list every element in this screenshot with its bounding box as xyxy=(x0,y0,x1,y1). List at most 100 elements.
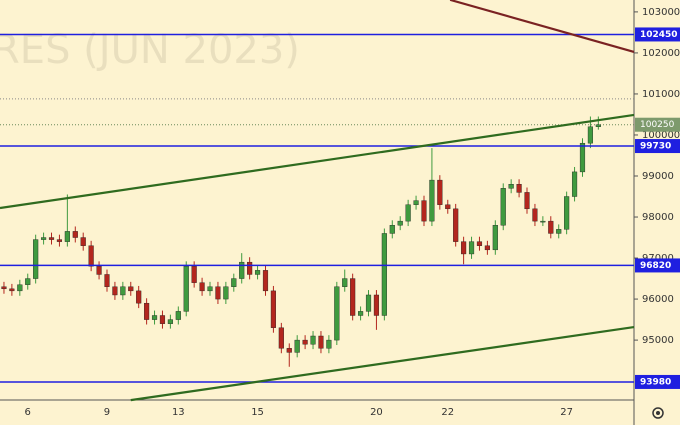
candle-body xyxy=(548,220,554,234)
candle-body xyxy=(247,261,253,275)
x-tick-label: 9 xyxy=(104,407,110,418)
candle-body xyxy=(579,142,586,173)
candle-body xyxy=(500,188,506,226)
candle-body xyxy=(1,286,7,290)
x-tick-label: 13 xyxy=(172,407,185,418)
candle-body xyxy=(342,278,348,287)
x-tick-label: 22 xyxy=(441,407,454,418)
last-price-box xyxy=(635,117,680,132)
y-tick-label: 103000 xyxy=(642,7,680,18)
candle-body xyxy=(270,290,276,328)
candle-body xyxy=(120,286,126,296)
gear[interactable] xyxy=(652,407,664,419)
last-price-label: 100250 xyxy=(640,120,675,130)
candle-body xyxy=(278,327,284,349)
candle-body xyxy=(373,294,380,316)
level-label: 99730 xyxy=(640,142,671,152)
candle-body xyxy=(524,192,530,210)
candle-body xyxy=(421,200,427,222)
candle-body xyxy=(381,233,387,316)
candle-body xyxy=(64,231,70,242)
candle-body xyxy=(17,284,23,292)
candle-body xyxy=(516,184,522,193)
candle-body xyxy=(334,286,340,341)
candle-body xyxy=(104,274,110,287)
candle-body xyxy=(254,270,261,275)
candle-body xyxy=(25,278,31,285)
candle-body xyxy=(350,278,356,316)
candle-body xyxy=(445,204,451,210)
candle-body xyxy=(468,241,475,255)
candle-body xyxy=(571,171,578,197)
candle-body xyxy=(112,286,118,296)
candle-body xyxy=(484,245,490,251)
trend-line xyxy=(449,0,635,53)
y-tick-label: 98000 xyxy=(642,212,674,223)
candle-body xyxy=(9,288,15,292)
level-label-box xyxy=(635,139,680,154)
plot-area xyxy=(0,0,635,402)
settings-icon[interactable] xyxy=(652,407,664,419)
candle-body xyxy=(207,286,213,292)
candle-body xyxy=(191,266,197,283)
candle-body xyxy=(48,237,55,240)
candle-body xyxy=(96,266,102,275)
level-label-box xyxy=(635,258,680,273)
level-label-box xyxy=(635,374,680,389)
candle-body xyxy=(199,282,205,292)
candle-body xyxy=(532,208,538,222)
candle-body xyxy=(437,179,443,205)
candle-body xyxy=(302,339,308,345)
candle-body xyxy=(326,339,332,349)
candle-body xyxy=(389,225,395,234)
level-label-box xyxy=(635,27,680,42)
candle-body xyxy=(128,286,134,292)
x-tick-label: 27 xyxy=(560,407,573,418)
candle-body xyxy=(508,184,514,189)
candle-body xyxy=(413,200,419,205)
candle-body xyxy=(453,208,459,242)
y-tick-label: 101000 xyxy=(642,89,680,100)
candle-body xyxy=(286,348,292,353)
candle-body xyxy=(595,124,601,127)
trend-line xyxy=(0,113,635,210)
y-tick-label: 95000 xyxy=(642,335,674,346)
candle-body xyxy=(41,237,47,240)
candle-body xyxy=(310,335,316,345)
candle-body xyxy=(318,335,324,349)
candle-body xyxy=(540,220,546,223)
x-tick-label: 15 xyxy=(251,407,264,418)
y-tick-label: 96000 xyxy=(642,294,674,305)
candle-body xyxy=(294,339,300,353)
candle-body xyxy=(80,237,86,246)
candle-body xyxy=(564,196,570,230)
candle-body xyxy=(262,270,269,292)
candle-body xyxy=(183,266,189,312)
candle-body xyxy=(151,315,158,320)
candle-body xyxy=(33,239,39,279)
candle-body xyxy=(429,179,435,222)
y-tick-label: 99000 xyxy=(642,171,674,182)
candle-body xyxy=(231,278,237,287)
level-label: 102450 xyxy=(640,30,678,40)
candle-body xyxy=(587,126,593,144)
candle-body xyxy=(556,229,562,234)
candle-body xyxy=(215,286,221,300)
candle-body xyxy=(239,261,245,279)
gear-center[interactable] xyxy=(656,411,660,415)
trend-line xyxy=(130,325,635,402)
level-label: 93980 xyxy=(640,377,671,387)
y-tick-label: 100000 xyxy=(642,130,680,141)
candle-body xyxy=(358,311,364,316)
candle-body xyxy=(223,286,229,300)
candle-body xyxy=(365,294,372,312)
candle-body xyxy=(492,225,498,251)
y-tick-label: 102000 xyxy=(642,48,680,59)
candle-body xyxy=(175,311,181,320)
candle-body xyxy=(56,239,63,242)
candle-body xyxy=(397,220,403,226)
candle-body xyxy=(88,245,94,267)
candle-body xyxy=(159,315,166,324)
